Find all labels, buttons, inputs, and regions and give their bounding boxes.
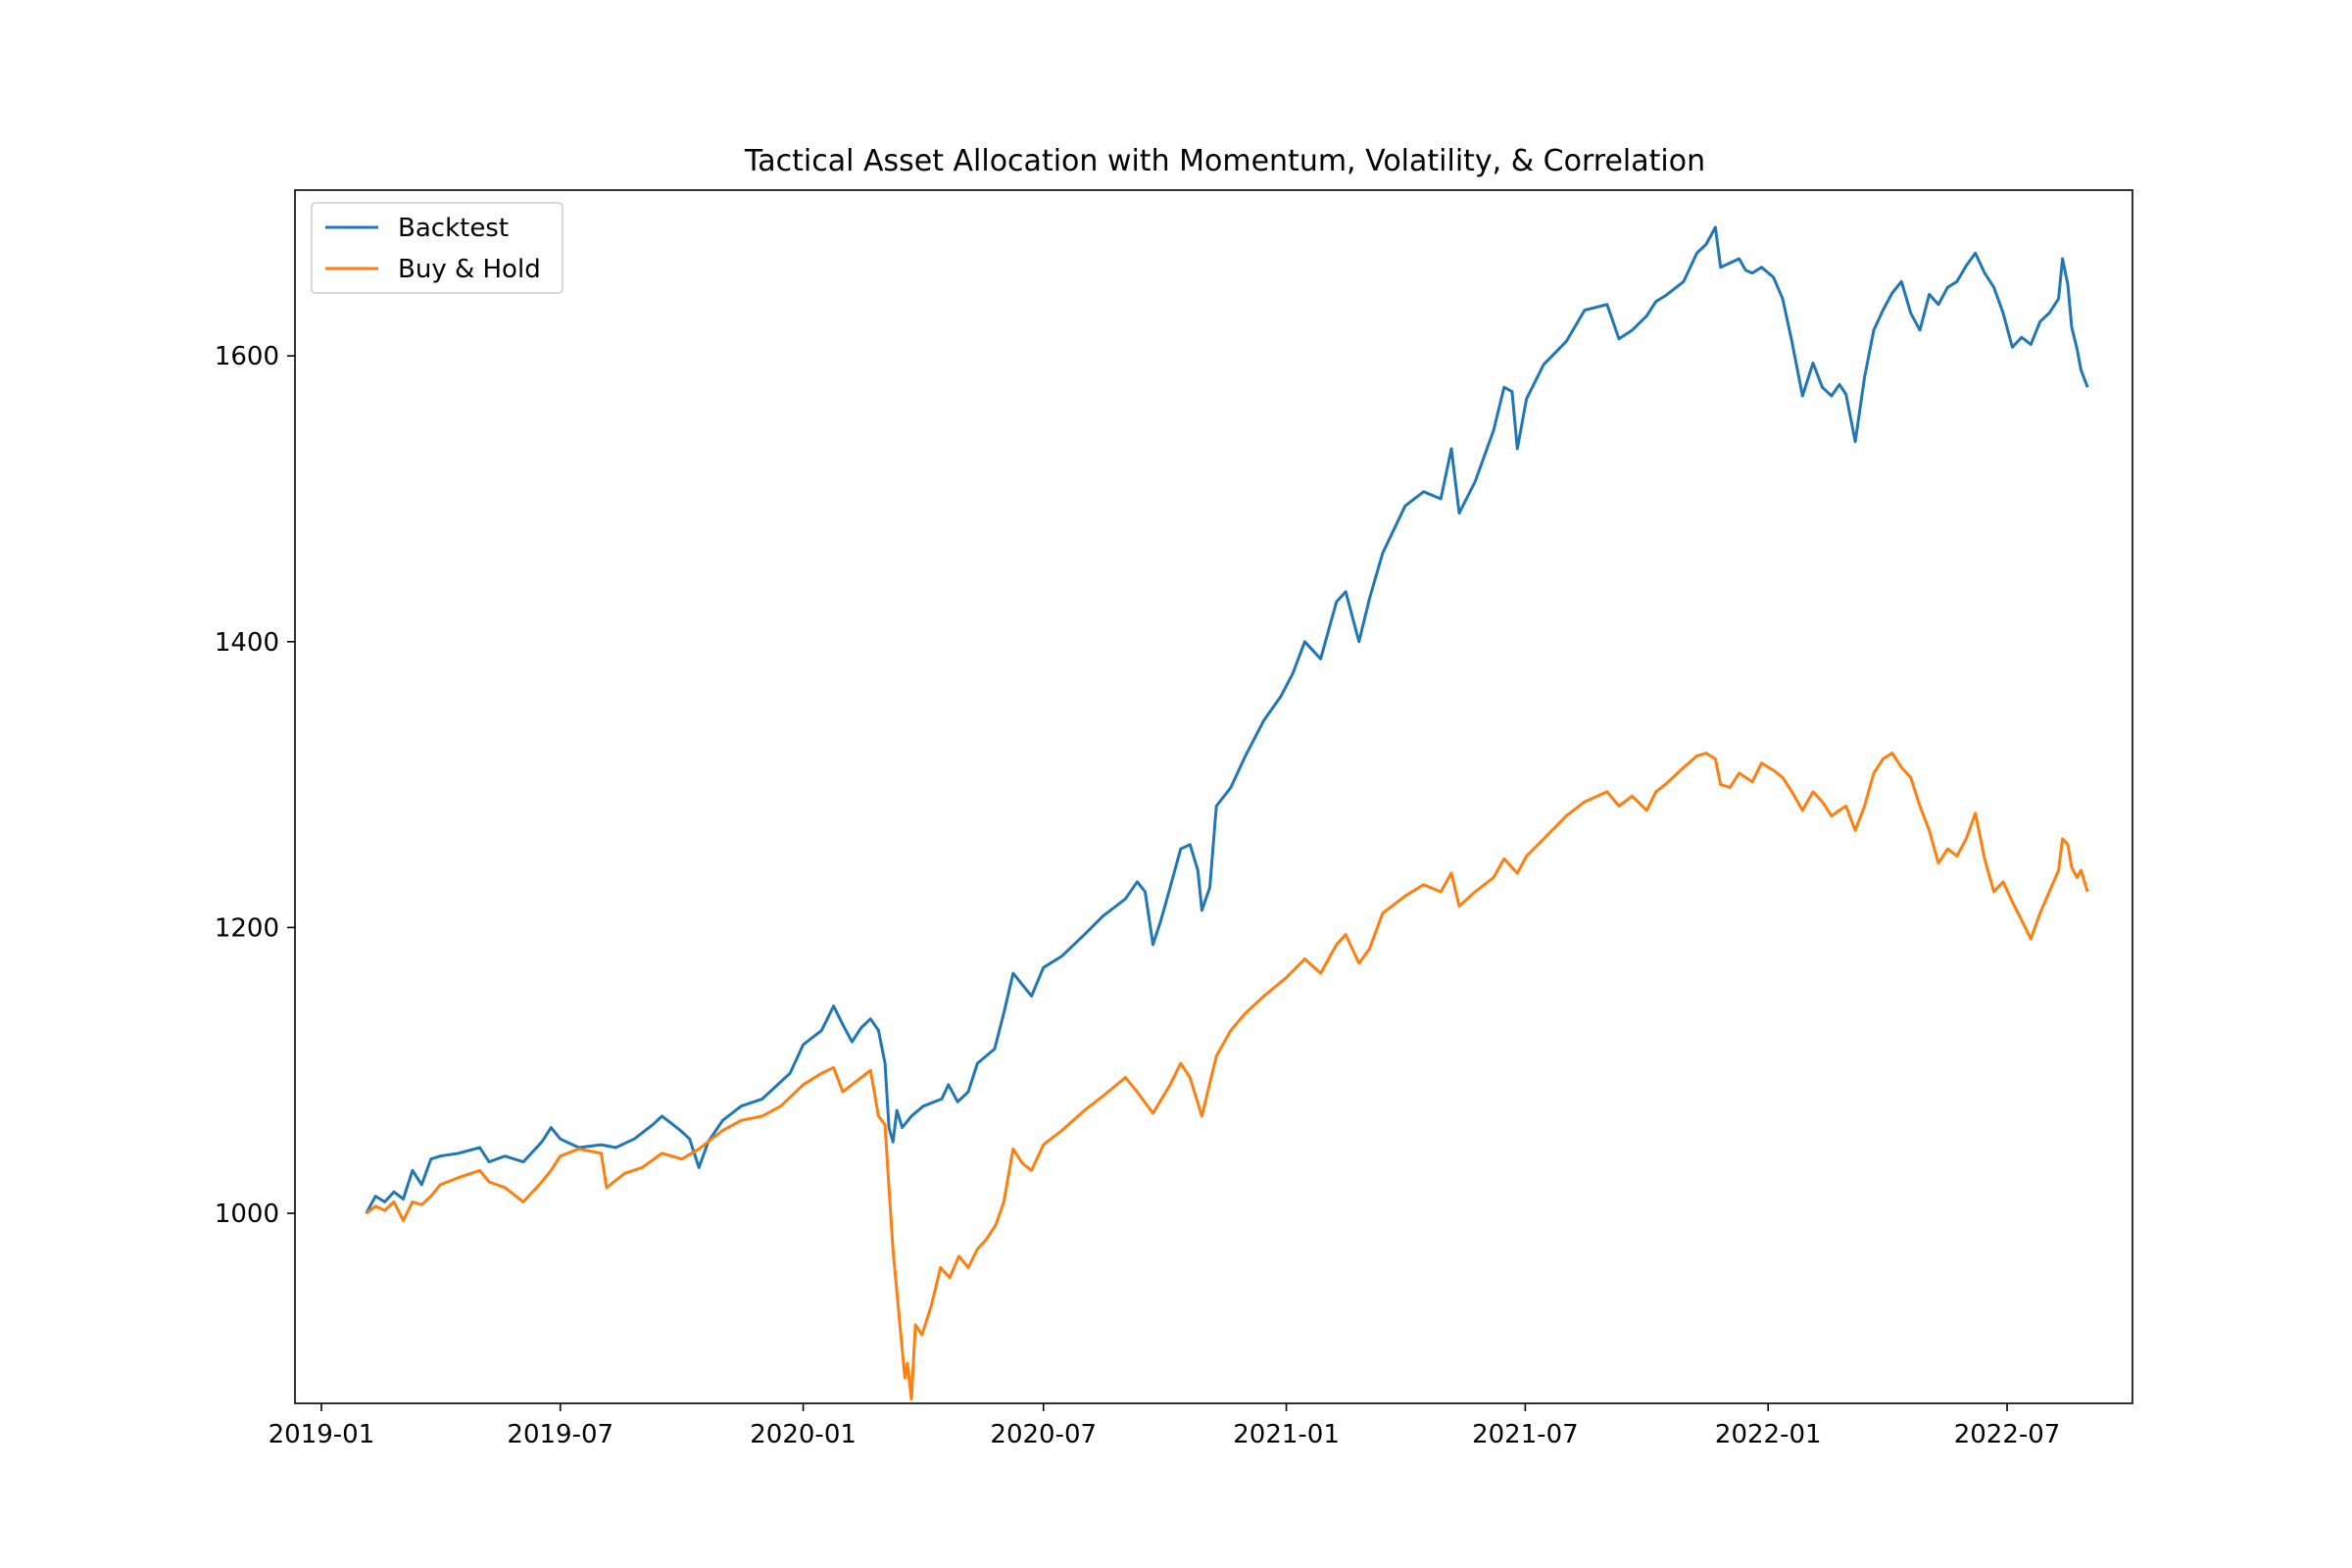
x-tick-label: 2021-07 — [1472, 1420, 1579, 1449]
legend-label-buy-hold: Buy & Hold — [398, 255, 541, 284]
series-line-backtest — [365, 225, 2089, 1214]
y-tick-label: 1200 — [215, 913, 279, 943]
y-tick-label: 1600 — [215, 342, 279, 371]
chart-title: Tactical Asset Allocation with Momentum,… — [744, 144, 1705, 178]
legend-label-backtest: Backtest — [398, 214, 509, 243]
x-tick-label: 2022-01 — [1715, 1420, 1822, 1449]
y-tick-label: 1400 — [215, 628, 279, 658]
axes-frame — [294, 189, 2133, 1404]
x-tick-label: 2019-01 — [269, 1420, 375, 1449]
x-tick-label: 2021-01 — [1233, 1420, 1340, 1449]
x-tick-label: 2020-07 — [990, 1420, 1097, 1449]
x-tick-label: 2019-07 — [507, 1420, 613, 1449]
legend: Backtest Buy & Hold — [311, 202, 564, 294]
plot-area: 2019-01 2019-07 2020-01 2020-07 2021-01 2021-… — [215, 189, 2133, 1449]
x-tick-label: 2022-07 — [1954, 1420, 2061, 1449]
y-tick-label: 1000 — [215, 1200, 279, 1229]
series-line-buy-hold — [365, 752, 2089, 1401]
x-tick-label: 2020-01 — [750, 1420, 857, 1449]
legend-frame — [311, 202, 564, 294]
